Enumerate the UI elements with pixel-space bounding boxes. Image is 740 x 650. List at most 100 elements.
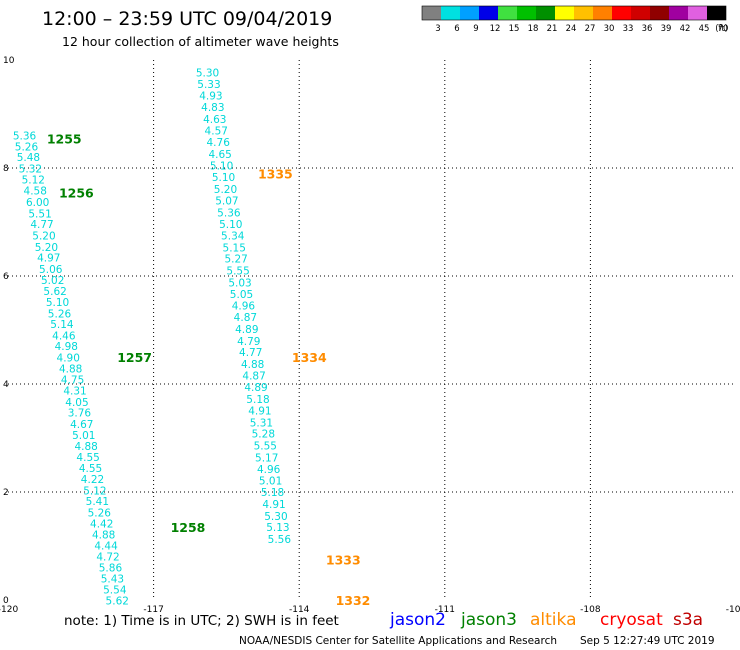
wave-height-value: 4.31: [63, 385, 86, 397]
wave-height-value: 5.10: [212, 172, 235, 184]
wave-height-value: 4.88: [59, 363, 82, 375]
legend-bin-label: 70: [718, 24, 729, 34]
wave-height-value: 5.10: [46, 297, 69, 309]
pass-time-label: 1333: [326, 553, 361, 568]
wave-height-value: 4.22: [81, 474, 104, 486]
wave-height-value: 5.20: [214, 184, 237, 196]
pass-time-label: 1332: [336, 593, 371, 608]
mission-jason3: jason3: [460, 610, 517, 630]
wave-height-value: 5.32: [19, 164, 42, 176]
wave-height-value: 5.01: [259, 476, 282, 488]
legend-swatch: [574, 6, 593, 20]
wave-height-value: 4.87: [234, 312, 257, 324]
wave-height-value: 4.83: [201, 102, 224, 114]
wave-height-value: 4.67: [70, 419, 93, 431]
wave-height-value: 5.10: [219, 219, 242, 231]
wave-height-value: 4.93: [199, 91, 222, 103]
wave-height-value: 5.26: [48, 308, 72, 320]
legend-swatch: [536, 6, 555, 20]
lat-tick-label: 0: [3, 596, 9, 606]
wave-height-value: 4.97: [37, 253, 60, 265]
legend-bin-label: 27: [585, 24, 596, 34]
wave-height-value: 6.00: [26, 197, 49, 209]
lat-lon-grid: -120 -117 -114 -111 -108 -105 0 2 4 6 8 10: [0, 56, 740, 615]
wave-height-value: 4.05: [65, 397, 88, 409]
pass-time-label: 1258: [171, 520, 206, 535]
wave-height-value: 4.57: [205, 126, 228, 138]
wave-height-value: 5.13: [266, 522, 289, 534]
legend-swatch: [669, 6, 688, 20]
wave-height-value: 4.55: [76, 452, 99, 464]
wave-height-value: 4.91: [248, 405, 271, 417]
legend-swatch: [707, 6, 726, 20]
wave-height-value: 4.46: [52, 330, 76, 342]
wave-height-value: 5.28: [252, 429, 275, 441]
legend-swatch: [631, 6, 650, 20]
legend-bin-label: 39: [661, 24, 672, 34]
lon-tick-label: -105: [726, 605, 740, 615]
wave-height-value: 4.96: [257, 464, 281, 476]
wave-height-value: 5.48: [17, 152, 40, 164]
legend-bin-label: 45: [699, 24, 710, 34]
legend-swatch: [498, 6, 517, 20]
wave-height-value: 4.77: [239, 347, 262, 359]
wave-height-value: 5.86: [99, 563, 123, 575]
legend-bin-label: 24: [566, 24, 577, 34]
wave-height-value: 5.10: [210, 160, 233, 172]
legend-unit: (ft): [715, 24, 728, 34]
wave-height-value: 4.89: [235, 324, 258, 336]
legend-swatch: [593, 6, 612, 20]
wave-height-value: 5.55: [254, 441, 277, 453]
lat-tick-label: 4: [3, 380, 9, 390]
map-subtitle: 12 hour collection of altimeter wave hei…: [62, 34, 339, 49]
legend-bin-label: 9: [473, 24, 478, 34]
mission-s3a: s3a: [673, 610, 703, 630]
legend-swatch: [422, 6, 441, 20]
wave-height-value: 4.91: [262, 499, 285, 511]
legend-bin-label: 6: [454, 24, 459, 34]
wave-height-value: 5.43: [101, 573, 124, 585]
legend-swatch: [517, 6, 536, 20]
wave-height-value: 5.01: [72, 430, 95, 442]
lon-tick-label: -117: [143, 605, 163, 615]
legend-swatch: [441, 6, 460, 20]
legend-frame: [421, 5, 727, 21]
pass-time-label: 1334: [292, 350, 327, 365]
wave-height-value: 5.41: [86, 496, 109, 508]
wave-height-value: 5.54: [103, 585, 127, 597]
wave-height-value: 4.90: [57, 353, 80, 365]
legend-bin-label: 15: [509, 24, 520, 34]
legend-swatch: [555, 6, 574, 20]
wave-height-value: 5.51: [28, 208, 51, 220]
wave-height-value: 5.12: [22, 174, 45, 186]
credit-line: NOAA/NESDIS Center for Satellite Applica…: [239, 635, 557, 647]
wave-height-value: 3.76: [68, 408, 92, 420]
legend-bin-label: 18: [528, 24, 539, 34]
wave-height-value: 4.44: [94, 540, 118, 552]
wave-height-value: 4.76: [207, 137, 231, 149]
mission-legend: jason2 jason3 altika cryosat s3a: [389, 610, 703, 630]
mission-jason2: jason2: [389, 610, 446, 630]
wave-height-value: 4.89: [244, 382, 267, 394]
wave-height-color-legend: 3 6 9 12 15 18 21 24 27 30 33 36 39 42 45 70(ft): [421, 5, 729, 34]
wave-height-value: 4.88: [92, 530, 115, 542]
wave-height-value: 4.58: [24, 186, 47, 198]
legend-bin-label: 12: [490, 24, 501, 34]
legend-swatch: [650, 6, 669, 20]
wave-height-value: 5.14: [50, 319, 74, 331]
lat-tick-label: 6: [3, 272, 9, 282]
wave-height-value: 5.33: [197, 79, 220, 91]
wave-height-value: 4.98: [55, 341, 78, 353]
wave-height-value: 5.30: [264, 511, 287, 523]
legend-bin-label: 33: [623, 24, 634, 34]
legend-swatch: [479, 6, 498, 20]
wave-height-value: 4.77: [30, 219, 53, 231]
pass-time-label: 1257: [117, 350, 152, 365]
wave-height-value: 4.55: [79, 463, 102, 475]
lat-tick-label: 10: [3, 56, 15, 66]
wave-height-value: 4.79: [237, 336, 260, 348]
wave-height-value: 5.06: [39, 264, 63, 276]
wave-height-value: 5.26: [88, 508, 112, 520]
wave-height-value: 4.65: [208, 149, 231, 161]
legend-bin-label: 42: [680, 24, 691, 34]
